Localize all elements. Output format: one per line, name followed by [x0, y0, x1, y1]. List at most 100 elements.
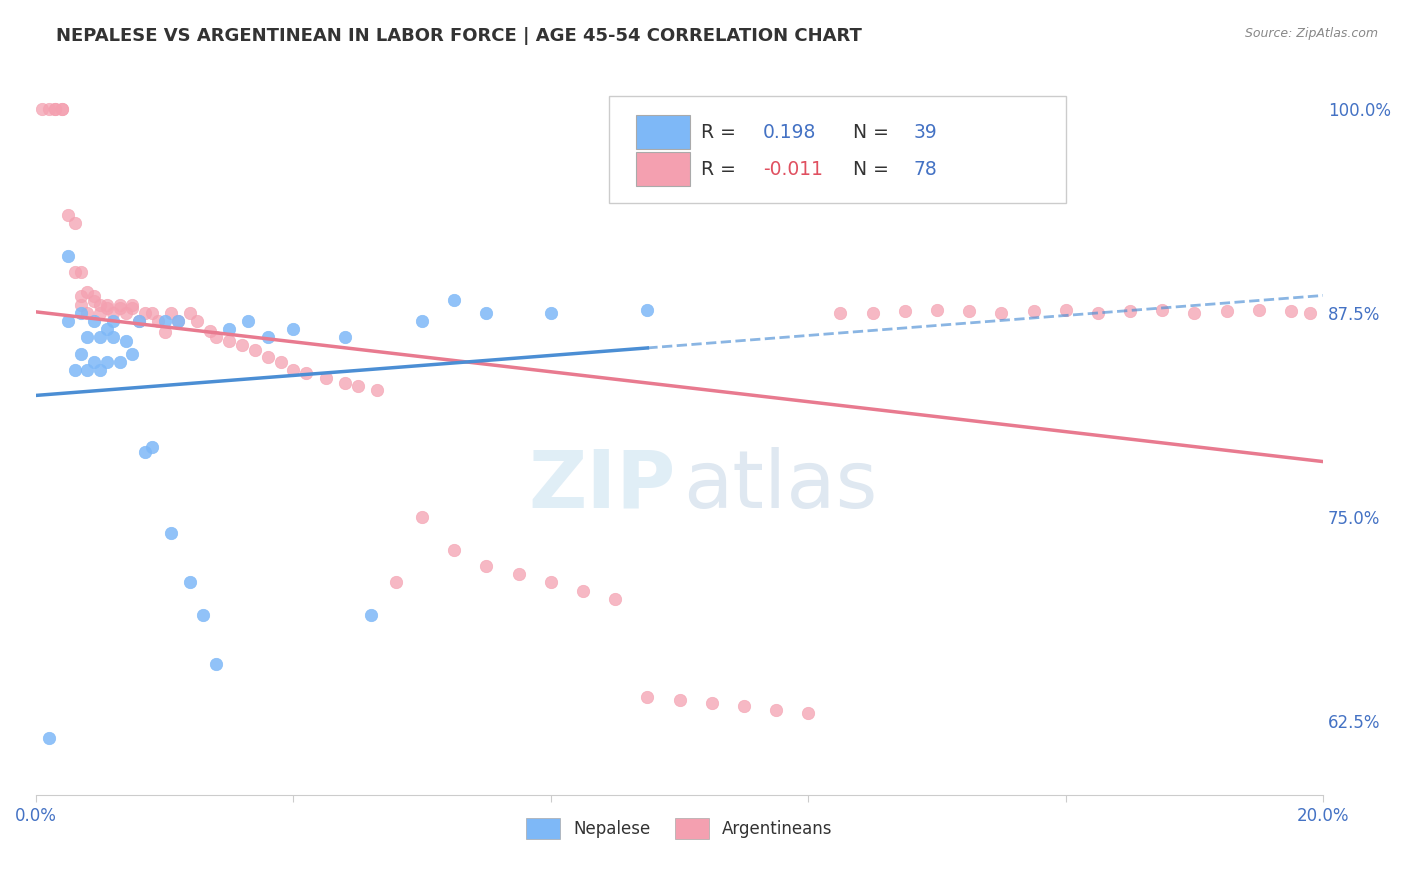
- Point: [360, 607, 382, 622]
- Point: [1119, 304, 1142, 318]
- Point: [270, 355, 292, 369]
- Point: [179, 306, 201, 320]
- Point: [148, 314, 170, 328]
- Point: [295, 366, 318, 380]
- Point: [1184, 306, 1206, 320]
- Point: [411, 314, 433, 328]
- Point: [108, 301, 131, 315]
- Point: [256, 350, 278, 364]
- Point: [540, 306, 562, 320]
- Point: [925, 302, 948, 317]
- Point: [56, 314, 79, 328]
- Point: [700, 696, 723, 710]
- Point: [231, 338, 253, 352]
- Point: [76, 306, 98, 320]
- Point: [153, 314, 176, 328]
- Point: [1279, 304, 1302, 318]
- Point: [1152, 302, 1174, 317]
- Point: [160, 526, 183, 541]
- Point: [333, 376, 356, 390]
- Point: [1215, 304, 1237, 318]
- Point: [128, 314, 150, 328]
- Point: [283, 322, 305, 336]
- Point: [83, 314, 105, 328]
- Point: [89, 298, 111, 312]
- Point: [76, 363, 98, 377]
- Point: [31, 102, 53, 116]
- Point: [186, 314, 208, 328]
- Point: [96, 298, 118, 312]
- Point: [366, 383, 388, 397]
- Point: [76, 330, 98, 344]
- Point: [96, 301, 118, 315]
- Point: [333, 330, 356, 344]
- Point: [605, 591, 627, 606]
- Point: [243, 343, 266, 358]
- Point: [1022, 304, 1045, 318]
- Point: [218, 322, 240, 336]
- Point: [166, 314, 188, 328]
- Point: [198, 324, 221, 338]
- Legend: Nepalese, Argentineans: Nepalese, Argentineans: [520, 812, 839, 846]
- Point: [38, 102, 60, 116]
- Point: [1247, 302, 1270, 317]
- Point: [475, 306, 498, 320]
- Text: ZIP: ZIP: [529, 447, 676, 525]
- Point: [101, 314, 124, 328]
- Point: [70, 306, 93, 320]
- Point: [1087, 306, 1109, 320]
- Point: [346, 379, 368, 393]
- Point: [141, 440, 163, 454]
- Point: [128, 314, 150, 328]
- Point: [862, 306, 884, 320]
- Text: -0.011: -0.011: [763, 160, 823, 178]
- Text: R =: R =: [702, 160, 742, 178]
- Point: [121, 301, 143, 315]
- Point: [218, 334, 240, 348]
- Text: N =: N =: [853, 160, 896, 178]
- Point: [121, 346, 143, 360]
- Point: [70, 298, 93, 312]
- Point: [540, 575, 562, 590]
- Text: N =: N =: [853, 123, 896, 142]
- Point: [70, 289, 93, 303]
- Point: [56, 249, 79, 263]
- Point: [256, 330, 278, 344]
- Point: [83, 289, 105, 303]
- Point: [115, 306, 138, 320]
- Point: [385, 575, 408, 590]
- Point: [1054, 302, 1077, 317]
- Point: [205, 330, 228, 344]
- Text: 39: 39: [914, 123, 938, 142]
- Point: [475, 559, 498, 574]
- Point: [51, 102, 73, 116]
- Point: [238, 314, 260, 328]
- Point: [160, 306, 183, 320]
- Point: [830, 306, 852, 320]
- Point: [572, 583, 595, 598]
- Point: [96, 355, 118, 369]
- Point: [121, 298, 143, 312]
- Point: [508, 567, 530, 582]
- Point: [636, 690, 658, 704]
- Point: [733, 699, 755, 714]
- Point: [443, 542, 465, 557]
- Point: [63, 265, 86, 279]
- Text: R =: R =: [702, 123, 742, 142]
- Point: [957, 304, 980, 318]
- Point: [96, 322, 118, 336]
- FancyBboxPatch shape: [636, 115, 690, 149]
- Point: [63, 216, 86, 230]
- Point: [51, 102, 73, 116]
- Point: [83, 355, 105, 369]
- Text: 0.198: 0.198: [763, 123, 817, 142]
- Text: NEPALESE VS ARGENTINEAN IN LABOR FORCE | AGE 45-54 CORRELATION CHART: NEPALESE VS ARGENTINEAN IN LABOR FORCE |…: [56, 27, 862, 45]
- Point: [193, 607, 215, 622]
- Point: [990, 306, 1012, 320]
- Point: [141, 306, 163, 320]
- Point: [56, 208, 79, 222]
- Point: [443, 293, 465, 307]
- FancyBboxPatch shape: [636, 153, 690, 186]
- Point: [1299, 306, 1322, 320]
- Point: [115, 334, 138, 348]
